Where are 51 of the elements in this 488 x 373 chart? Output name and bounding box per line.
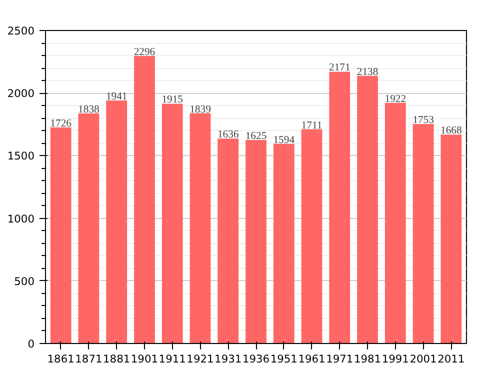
x-tick-label: 1971	[326, 352, 354, 366]
bar	[106, 100, 128, 344]
bar	[329, 72, 350, 344]
bar	[384, 102, 406, 344]
bar	[246, 140, 266, 344]
x-tick-label: 1961	[298, 352, 326, 366]
x-tick-label: 1936	[242, 352, 270, 366]
bar	[50, 127, 72, 344]
y-tick-label: 0	[28, 338, 35, 350]
data-label: 1839	[190, 104, 211, 116]
y-tick-label: 2500	[7, 24, 35, 38]
data-label: 1594	[273, 134, 296, 146]
y-tick-label: 1500	[7, 150, 35, 163]
data-label: 1636	[217, 130, 240, 141]
data-label: 1838	[78, 104, 100, 116]
x-tick-label: 1871	[75, 352, 102, 366]
y-tick-label: 1000	[7, 212, 35, 226]
data-label: 1915	[162, 94, 184, 106]
x-tick-label: 1861	[47, 352, 74, 366]
x-tick-label: 1991	[382, 352, 409, 366]
data-label: 1668	[440, 126, 462, 137]
bar	[78, 113, 100, 344]
bar	[273, 144, 294, 344]
x-tick-label: 1921	[186, 352, 214, 366]
bar	[412, 124, 434, 344]
bar	[134, 56, 155, 344]
data-label: 1753	[412, 115, 434, 126]
x-tick-label: 1981	[354, 352, 382, 366]
x-tick-label: 2011	[438, 352, 465, 366]
bar	[357, 76, 378, 344]
x-tick-label: 1931	[214, 352, 242, 366]
y-tick-label: 2000	[7, 87, 35, 100]
data-label: 2171	[328, 62, 350, 74]
bar	[301, 129, 322, 344]
bar	[218, 138, 239, 344]
data-label: 2138	[356, 66, 378, 78]
x-tick-label: 1881	[103, 352, 130, 366]
bar	[190, 113, 211, 344]
bar	[440, 134, 462, 344]
data-label: 1726	[50, 118, 72, 130]
bar	[162, 104, 183, 344]
y-tick-label: 500	[14, 274, 35, 288]
x-tick-label: 1911	[158, 352, 186, 366]
x-tick-label: 1951	[270, 352, 298, 366]
data-label: 2296	[134, 47, 156, 58]
data-label: 1922	[384, 94, 406, 105]
x-tick-label: 2001	[410, 352, 437, 366]
data-label: 1941	[106, 91, 128, 102]
data-label: 1625	[245, 131, 267, 142]
x-tick-label: 1901	[130, 352, 158, 366]
data-label: 1711	[301, 120, 322, 132]
